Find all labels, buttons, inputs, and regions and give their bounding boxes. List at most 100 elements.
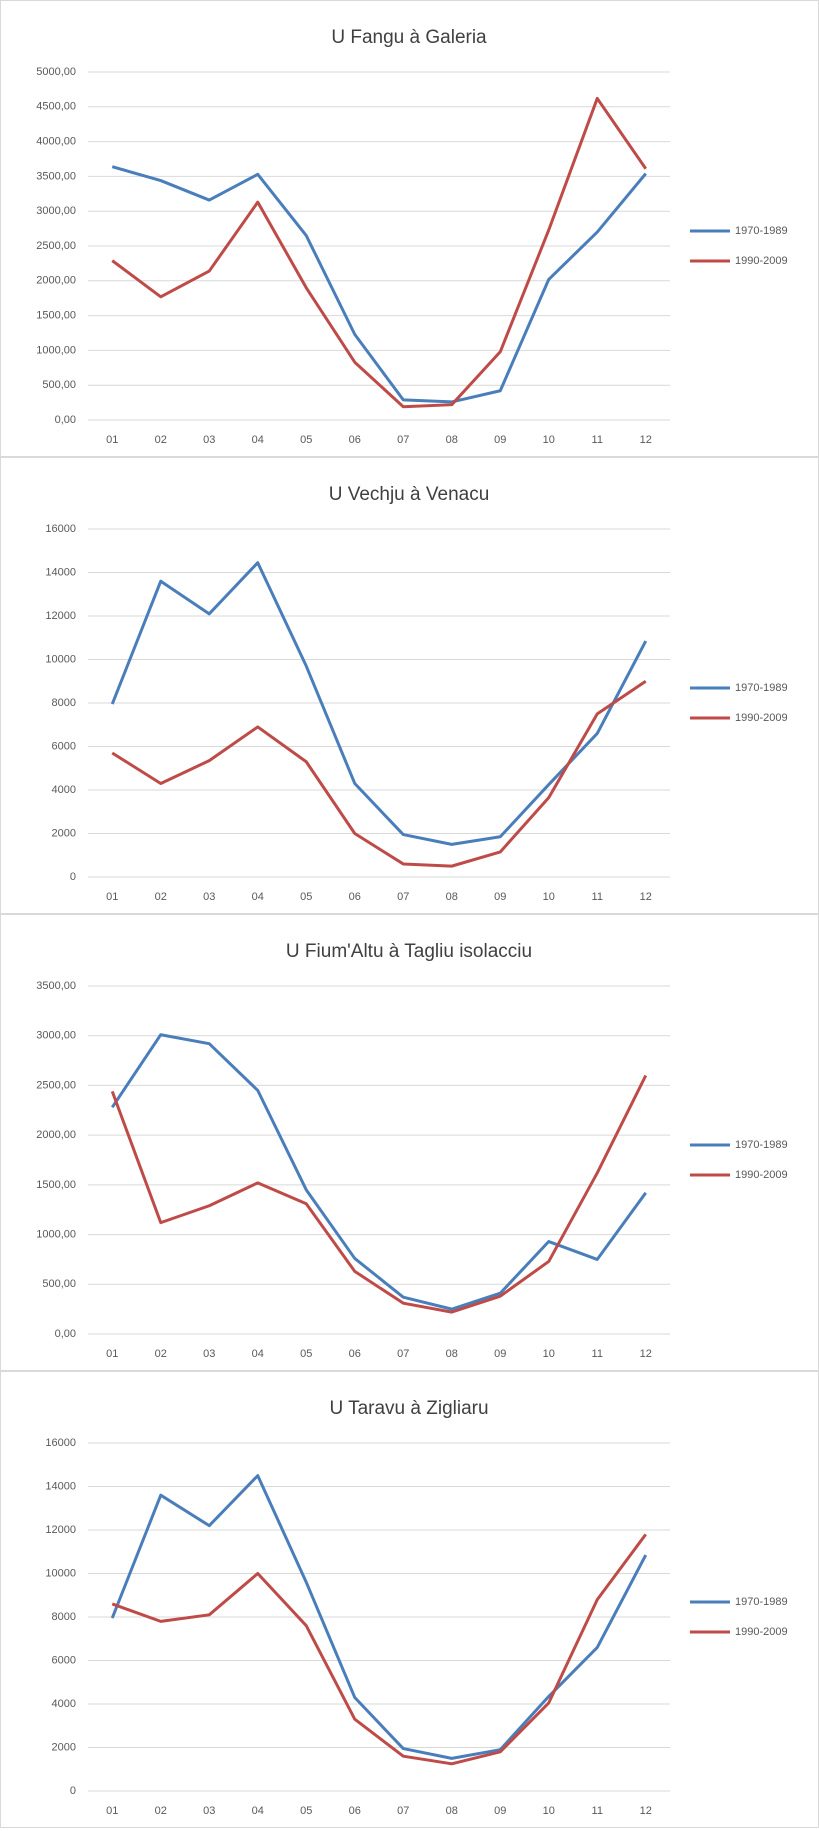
y-tick-label: 500,00	[42, 379, 76, 391]
x-tick-label: 05	[300, 434, 312, 446]
x-tick-label: 03	[203, 1805, 215, 1817]
y-tick-label: 4000	[52, 1698, 76, 1710]
x-tick-label: 07	[397, 1348, 409, 1360]
x-tick-label: 04	[252, 1805, 264, 1817]
y-tick-label: 1000,00	[36, 344, 76, 356]
x-tick-label: 02	[155, 1805, 167, 1817]
x-tick-label: 01	[106, 891, 118, 903]
x-tick-label: 07	[397, 1805, 409, 1817]
panel-frame	[0, 0, 819, 457]
y-tick-label: 1000,00	[36, 1228, 76, 1240]
x-tick-label: 09	[494, 434, 506, 446]
y-tick-label: 5000,00	[36, 66, 76, 78]
legend-label: 1990-2009	[735, 255, 788, 267]
y-tick-label: 4000,00	[36, 136, 76, 148]
chart-title: U Vechju à Venacu	[329, 484, 490, 505]
x-tick-label: 12	[640, 1348, 652, 1360]
y-tick-label: 6000	[52, 740, 76, 752]
legend-label: 1990-2009	[735, 1169, 788, 1181]
legend-label: 1970-1989	[735, 1139, 788, 1151]
y-tick-label: 1500,00	[36, 1179, 76, 1191]
x-tick-label: 07	[397, 434, 409, 446]
series-line	[110, 561, 648, 846]
x-tick-label: 02	[155, 891, 167, 903]
x-tick-label: 04	[252, 1348, 264, 1360]
y-tick-label: 500,00	[42, 1278, 76, 1290]
y-tick-label: 0	[70, 1785, 76, 1797]
y-tick-label: 12000	[45, 1524, 76, 1536]
y-tick-label: 16000	[45, 523, 76, 535]
y-tick-label: 3000,00	[36, 1030, 76, 1042]
y-tick-label: 0	[70, 871, 76, 883]
x-tick-label: 05	[300, 891, 312, 903]
x-tick-label: 10	[543, 434, 555, 446]
y-tick-label: 3500,00	[36, 170, 76, 182]
panel-frame	[0, 914, 819, 1371]
x-tick-label: 08	[446, 1805, 458, 1817]
series-line	[111, 1533, 647, 1766]
x-tick-label: 01	[106, 1805, 118, 1817]
y-tick-label: 0,00	[55, 1328, 76, 1340]
x-tick-label: 03	[203, 1348, 215, 1360]
x-tick-label: 08	[446, 891, 458, 903]
y-tick-label: 1500,00	[36, 310, 76, 322]
y-tick-label: 6000	[52, 1654, 76, 1666]
x-tick-label: 11	[592, 1348, 603, 1360]
y-tick-label: 8000	[52, 697, 76, 709]
y-tick-label: 4500,00	[36, 101, 76, 113]
chart-title: U Taravu à Zigliaru	[329, 1398, 488, 1419]
x-tick-label: 06	[349, 1348, 361, 1360]
y-tick-label: 16000	[45, 1437, 76, 1449]
panel-frame	[0, 457, 819, 914]
x-tick-label: 06	[349, 434, 361, 446]
x-tick-label: 08	[446, 434, 458, 446]
chart-panel: U Vechju à Venacu 0 2000 4000 6000 8000 10000 1…	[0, 457, 819, 914]
y-tick-label: 4000	[52, 784, 76, 796]
x-tick-label: 01	[106, 434, 118, 446]
legend-label: 1990-2009	[735, 1626, 788, 1638]
x-tick-label: 10	[543, 891, 555, 903]
x-tick-label: 05	[300, 1805, 312, 1817]
y-tick-label: 0,00	[55, 414, 76, 426]
x-tick-label: 11	[592, 434, 603, 446]
chart-title: U Fium'Altu à Tagliu isolacciu	[286, 941, 532, 962]
x-tick-label: 03	[203, 434, 215, 446]
legend-label: 1970-1989	[735, 225, 788, 237]
chart-panel: U Fium'Altu à Tagliu isolacciu 0,00 500,00…	[0, 914, 819, 1371]
y-tick-label: 14000	[45, 1480, 76, 1492]
x-tick-label: 06	[349, 891, 361, 903]
y-tick-label: 8000	[52, 1611, 76, 1623]
y-tick-label: 10000	[45, 1567, 76, 1579]
y-tick-label: 14000	[45, 566, 76, 578]
x-tick-label: 09	[494, 891, 506, 903]
x-tick-label: 08	[446, 1348, 458, 1360]
x-tick-label: 05	[300, 1348, 312, 1360]
y-tick-label: 3500,00	[36, 980, 76, 992]
chart-panel: U Taravu à Zigliaru 0 2000 4000 6000 8000 1000…	[0, 1371, 819, 1828]
x-tick-label: 12	[640, 891, 652, 903]
chart-title: U Fangu à Galeria	[331, 27, 487, 48]
legend-label: 1970-1989	[735, 1596, 788, 1608]
x-tick-label: 10	[543, 1348, 555, 1360]
x-tick-label: 07	[397, 891, 409, 903]
legend-label: 1990-2009	[735, 712, 788, 724]
y-tick-label: 10000	[45, 653, 76, 665]
y-tick-label: 2000	[52, 1741, 76, 1753]
series-line	[111, 165, 647, 404]
x-tick-label: 04	[252, 434, 264, 446]
x-tick-label: 04	[252, 891, 264, 903]
x-tick-label: 02	[155, 434, 167, 446]
y-tick-label: 2000,00	[36, 1129, 76, 1141]
y-tick-label: 2000,00	[36, 275, 76, 287]
y-tick-label: 3000,00	[36, 205, 76, 217]
y-tick-label: 2500,00	[36, 240, 76, 252]
x-tick-label: 12	[640, 434, 652, 446]
series-line	[110, 1074, 648, 1314]
series-line	[111, 96, 647, 409]
chart-panel: U Fangu à Galeria 0,00 500,00 1000,00 1500,0…	[0, 0, 819, 457]
x-tick-label: 01	[106, 1348, 118, 1360]
x-tick-label: 02	[155, 1348, 167, 1360]
y-tick-label: 2500,00	[36, 1079, 76, 1091]
x-tick-label: 03	[203, 891, 215, 903]
